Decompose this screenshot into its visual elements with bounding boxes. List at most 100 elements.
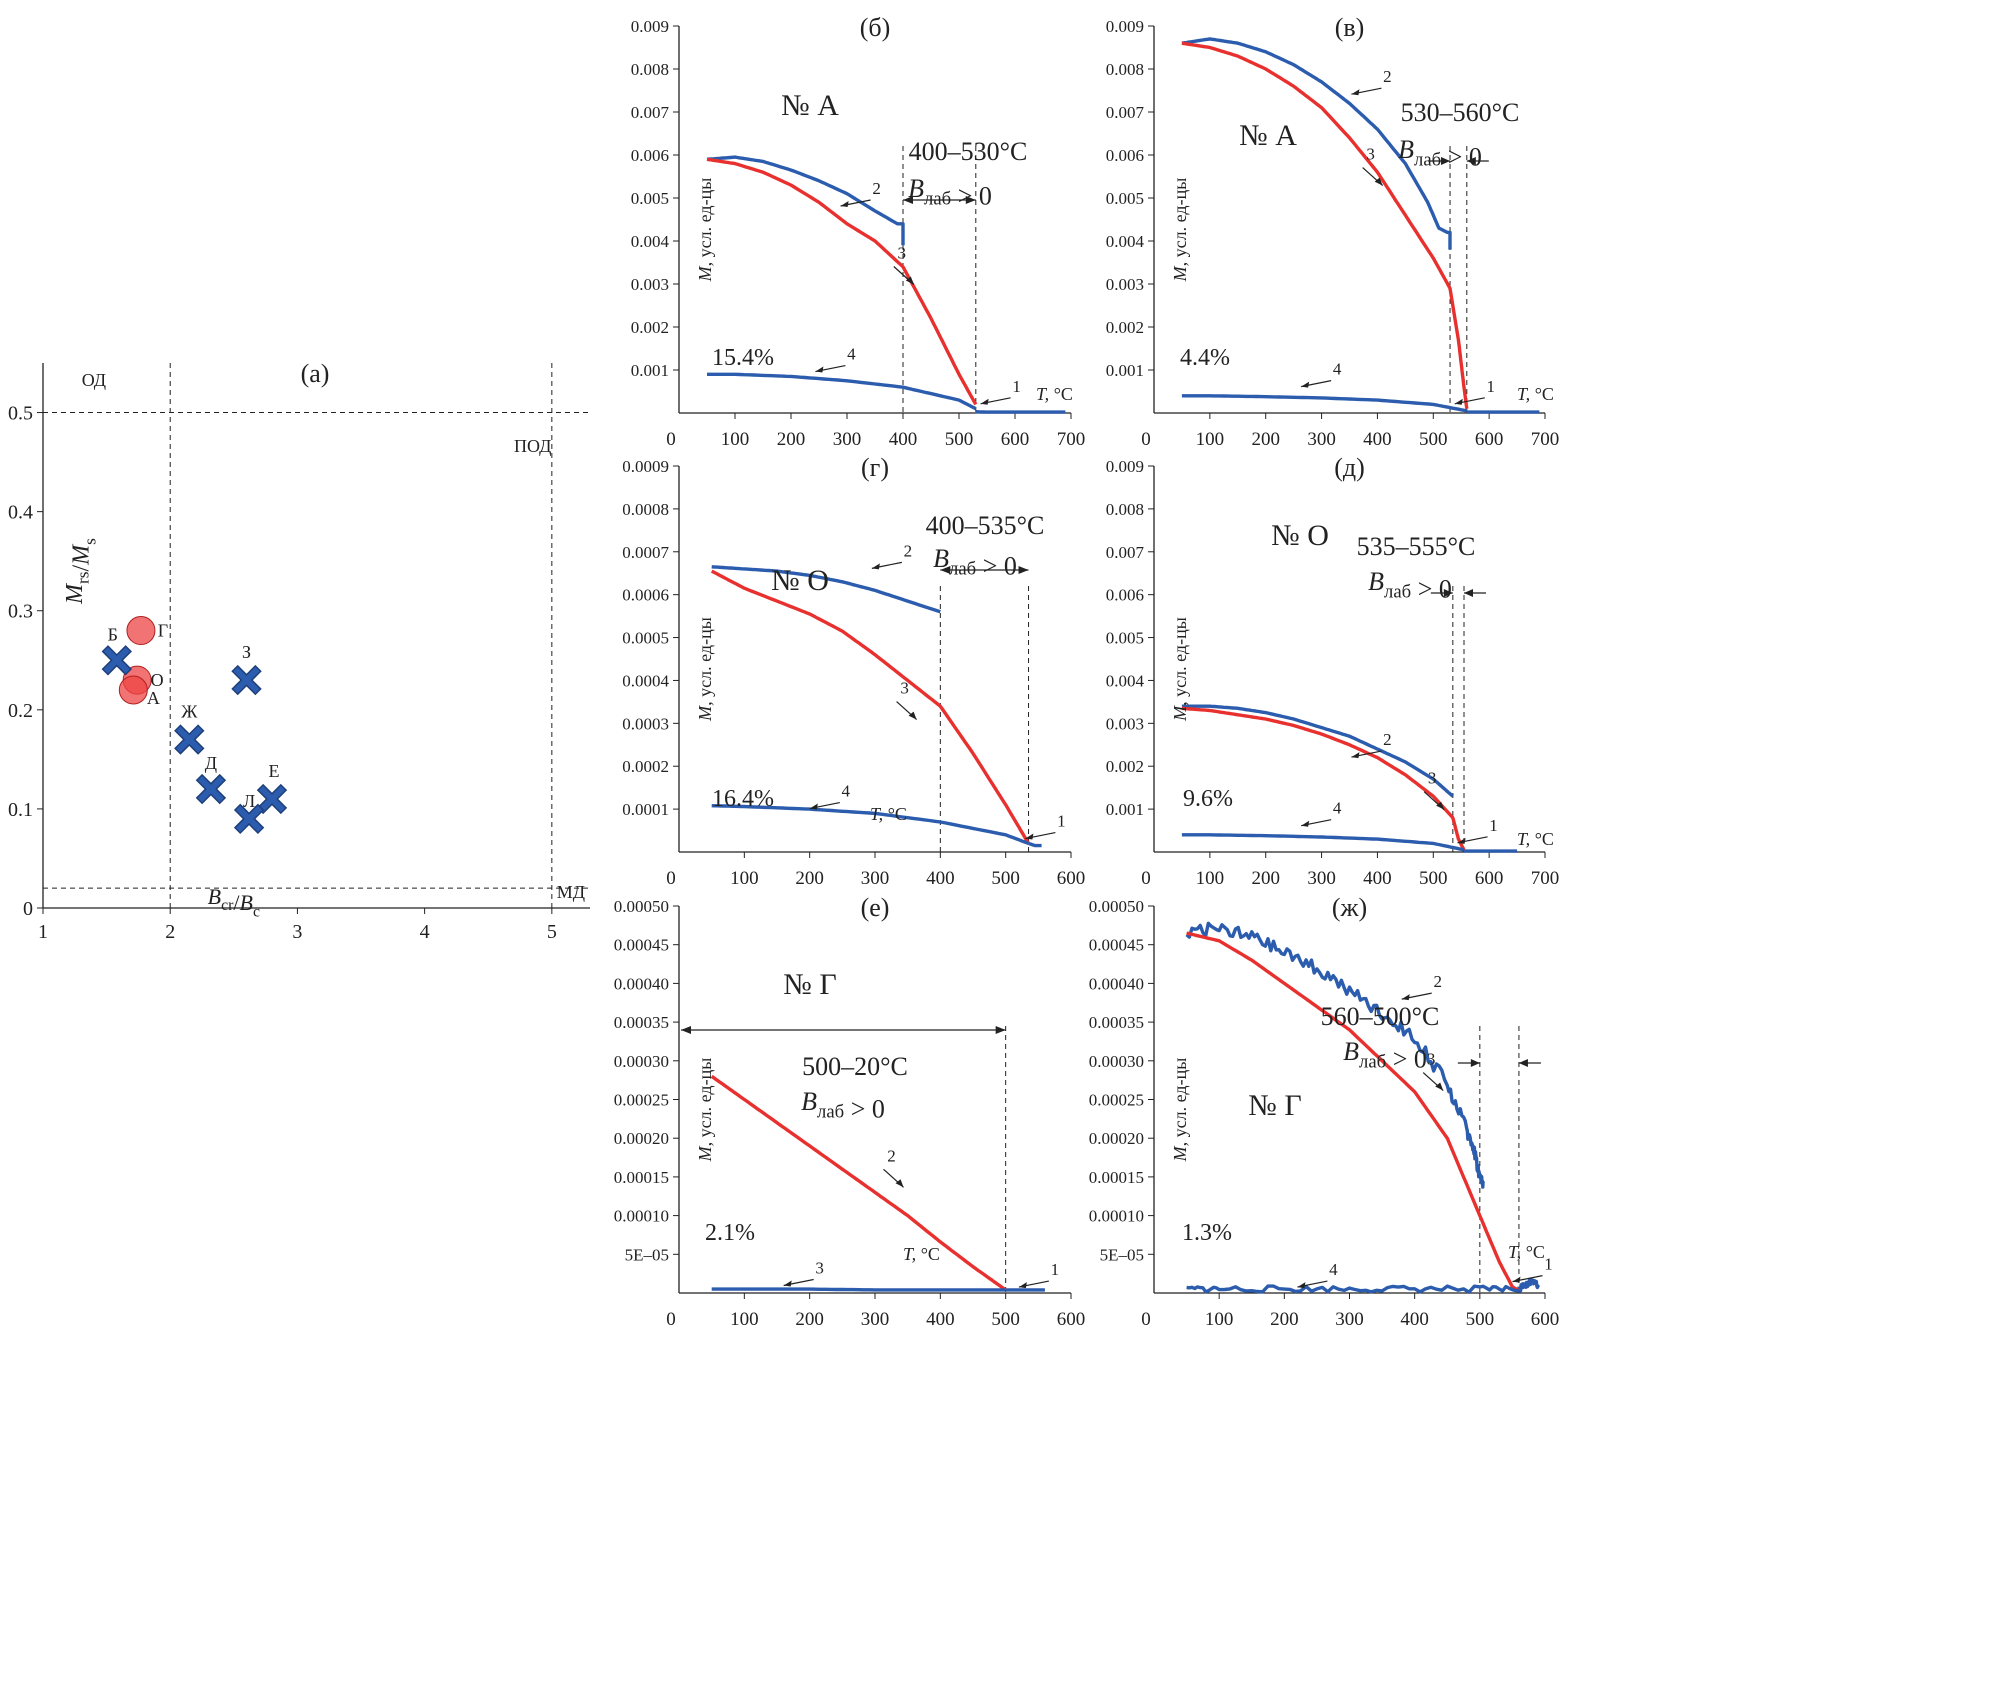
arrow-head-icon: [1466, 157, 1476, 165]
data-point-cross: [233, 803, 265, 835]
series-line-3: [711, 1287, 1006, 1292]
x-tick-label: 4: [420, 921, 430, 943]
curve-annotation: 4: [815, 345, 856, 373]
series-line-4: [1181, 833, 1465, 852]
curve-annotation: 2: [871, 541, 913, 570]
arrow-head-icon: [1297, 1282, 1306, 1289]
y-tick-label: 0.0002: [622, 757, 669, 776]
curve-number: 1: [1012, 377, 1021, 396]
y-axis-label: M, усл. ед-цы: [1170, 1058, 1190, 1163]
percent-label: 15.4%: [712, 345, 774, 371]
data-point-cross: [195, 773, 227, 805]
arrow-head-icon: [908, 711, 917, 720]
region-label: ПОД: [514, 436, 551, 456]
panel-d: 0 100 200 300 400 500 600 700 0.001 0.002 0.003 0.0…: [1106, 453, 1560, 889]
arrow-head-icon: [783, 1280, 792, 1287]
y-tick-label: 0.00035: [614, 1013, 669, 1032]
x-tick-label: 600: [1475, 429, 1504, 450]
y-tick-label: 0.007: [1106, 543, 1145, 562]
point-label: Г: [158, 621, 168, 641]
curve-number: 3: [1428, 769, 1437, 788]
x-tick-label: 400: [889, 429, 918, 450]
x-tick-label: 200: [777, 429, 806, 450]
arrow-head-icon: [1457, 837, 1466, 844]
y-axis-label: M, усл. ед-цы: [1170, 178, 1190, 283]
curve-number: 2: [1383, 67, 1392, 86]
curve-number: 1: [1057, 812, 1066, 831]
point-label: Е: [268, 761, 279, 781]
arrow-head-icon: [815, 366, 824, 373]
y-tick-label: 0.00025: [614, 1091, 669, 1110]
series-line-2: [1181, 704, 1454, 798]
x-tick-label: 600: [1057, 1309, 1086, 1330]
curve-number: 4: [847, 345, 856, 364]
sample-label: № Г: [783, 968, 836, 1001]
y-tick-label: 0.0003: [622, 714, 669, 733]
y-tick-label: 0.0005: [622, 629, 669, 648]
sample-label: № Г: [1248, 1089, 1301, 1122]
y-tick-label: 0.005: [1106, 189, 1144, 208]
curve-number: 2: [872, 179, 881, 198]
data-point-circle: [126, 616, 156, 646]
x-tick-label: 700: [1057, 429, 1086, 450]
curve-number: 1: [1489, 816, 1498, 835]
y-tick-label: 0.009: [1106, 17, 1144, 36]
curve-number: 4: [842, 782, 851, 801]
x-tick-label: 100: [1196, 429, 1225, 450]
temperature-range-label: 560–500°C: [1321, 1002, 1440, 1031]
y-tick-label: 0.0008: [622, 500, 669, 519]
series-line-3: [1186, 931, 1521, 1293]
x-tick-label: 300: [861, 868, 890, 889]
curve-annotation: 1: [980, 377, 1021, 405]
curve-number: 2: [904, 541, 913, 560]
x-tick-label: 500: [1419, 868, 1448, 889]
series-line-1: [1517, 1277, 1541, 1293]
y-tick-label: 0.001: [631, 361, 669, 380]
panel-title: (ж): [1332, 893, 1367, 922]
point-label: О: [151, 670, 164, 690]
y-tick-label: 0.00010: [1089, 1207, 1144, 1226]
arrow-head-icon: [1301, 381, 1310, 388]
x-tick-label: 300: [1335, 1309, 1364, 1330]
y-tick-label: 0.3: [8, 601, 33, 623]
cross-stroke: [235, 805, 263, 832]
x-tick-label: 1: [38, 921, 48, 943]
percent-label: 2.1%: [705, 1220, 755, 1246]
x-tick-label: 200: [795, 1309, 824, 1330]
arrow-head-icon: [1401, 994, 1410, 1001]
curve-number: 3: [1427, 1050, 1436, 1069]
x-tick-label: 400: [926, 868, 955, 889]
arrow-head-icon: [1374, 177, 1383, 186]
point-label: Д: [205, 753, 217, 773]
curve-annotation: 3: [1423, 769, 1445, 811]
y-tick-label: 0.005: [631, 189, 669, 208]
temperature-range-label: 530–560°C: [1401, 98, 1520, 127]
x-tick-label: 400: [926, 1309, 955, 1330]
x-tick-label: 0: [1141, 1309, 1151, 1330]
y-tick-label: 0.009: [1106, 457, 1144, 476]
x-tick-label: 0: [666, 868, 676, 889]
series-line-4: [1181, 394, 1468, 413]
y-tick-label: 0.00045: [614, 936, 669, 955]
curve-number: 2: [1433, 972, 1442, 991]
curve-number: 3: [898, 244, 907, 263]
sample-label: № О: [771, 564, 829, 597]
data-point-cross: [174, 724, 205, 755]
x-tick-label: 200: [1270, 1309, 1299, 1330]
arrow-head-icon: [905, 276, 914, 285]
x-tick-label: 100: [1205, 1309, 1234, 1330]
y-tick-label: 0.002: [631, 318, 669, 337]
panel-title: (а): [301, 359, 330, 388]
x-tick-label: 200: [795, 868, 824, 889]
y-tick-label: 0.009: [631, 17, 669, 36]
panel-title: (д): [1334, 453, 1365, 482]
arrow-head-icon: [1512, 1276, 1521, 1283]
y-tick-label: 0.007: [631, 103, 670, 122]
panel-title: (б): [860, 13, 891, 42]
field-label: Bлаб > 0: [801, 1087, 885, 1123]
arrow-head-icon: [903, 196, 913, 204]
arrow-head-icon: [871, 563, 880, 570]
series-line-4: [1186, 1284, 1520, 1294]
y-tick-label: 0.002: [1106, 757, 1144, 776]
